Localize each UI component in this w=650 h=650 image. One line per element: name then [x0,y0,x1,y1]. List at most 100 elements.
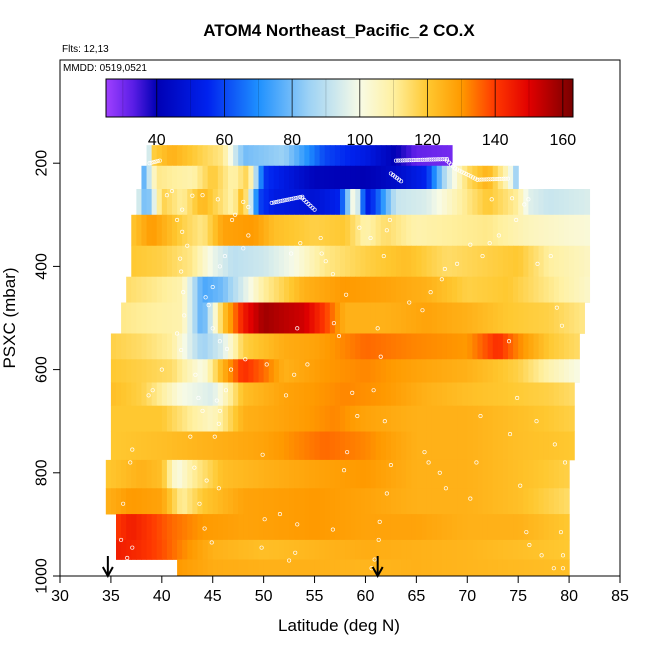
heatmap-cell [324,514,331,541]
heatmap-cell [431,333,438,360]
heatmap-cell [564,459,570,489]
heatmap-cell [436,189,443,216]
heatmap-cell [248,539,255,560]
heatmap-cell [426,459,433,489]
heatmap-cell [492,459,499,489]
sample-point [382,419,387,424]
x-tick-label: 55 [306,588,324,605]
heatmap-cell [177,214,183,247]
heatmap-cell [151,245,158,278]
sample-point [468,496,473,501]
heatmap-cell [345,459,351,489]
heatmap-cell [284,431,290,461]
track-sample [153,159,158,164]
heatmap-cell [523,405,529,432]
heatmap-cell [436,245,443,278]
heatmap-cell [553,431,560,461]
heatmap-cell [268,488,275,515]
heatmap-cell [340,276,346,303]
heatmap-cell [233,514,239,541]
sample-point [259,545,264,550]
colorbar-label: 140 [482,132,509,149]
heatmap-cell [457,514,463,541]
heatmap-cell [228,145,234,167]
heatmap-cell [436,359,443,383]
x-axis: 30 35 40 45 50 55 60 65 70 75 80 85 [51,575,629,605]
heatmap-cell [187,189,193,216]
heatmap-cell [355,145,361,167]
heatmap-cell [121,359,127,383]
sample-point [181,290,186,295]
heatmap-cell [416,459,423,489]
heatmap-cell [426,539,433,560]
heatmap-cell [396,245,402,278]
sample-point [179,347,184,353]
heatmap-cell [177,405,183,432]
heatmap-cell [294,214,300,247]
sample-point [455,261,460,266]
sample-point [387,217,392,223]
heatmap-cell [355,165,361,190]
heatmap-cell [172,459,178,489]
sample-point [478,413,483,419]
heatmap-cell [304,145,311,167]
heatmap-cell [396,189,402,216]
heatmap-cell [472,488,479,515]
heatmap-cell [543,189,550,216]
heatmap-cell [477,276,484,303]
heatmap-cell [538,214,545,247]
heatmap-cell [390,333,397,360]
heatmap-cell [324,382,331,407]
heatmap-cell [543,431,550,461]
heatmap-cell [136,302,143,334]
heatmap-cell [411,276,417,303]
heatmap-cell [487,459,494,489]
heatmap-cell [365,459,372,489]
heatmap-cell [345,189,351,216]
heatmap-cell [294,488,300,515]
heatmap-cell [222,514,229,541]
heatmap-cell [253,559,260,576]
sample-point [197,501,202,506]
sample-point [125,555,130,560]
track-sample [289,196,294,202]
heatmap-cell [238,145,244,167]
heatmap-cell [350,189,356,216]
heatmap-cell [329,145,336,167]
track-sample [492,177,497,182]
heatmap-cell [375,245,382,278]
heatmap-cell [345,276,351,303]
heatmap-cell [441,302,448,334]
heatmap-cell [446,189,453,216]
heatmap-cell [182,245,188,278]
heatmap-cell [467,405,473,432]
heatmap-cell [187,559,193,576]
heatmap-cell [228,333,234,360]
sample-point [560,553,566,558]
heatmap-cell [558,539,565,560]
x-tick-label: 45 [204,588,222,605]
heatmap-cell [182,302,188,334]
heatmap-cell [207,333,214,360]
heatmap-cell [360,145,367,167]
heatmap-cell [472,459,479,489]
heatmap-cell [294,245,300,278]
heatmap-cell [401,302,407,334]
heatmap-cell [446,165,453,190]
heatmap-cell [579,245,585,278]
heatmap-cell [538,488,545,515]
heatmap-cell [345,514,351,541]
heatmap-cell [217,559,224,576]
heatmap-cell [533,359,540,383]
sample-point [192,465,197,470]
heatmap-cell [370,382,377,407]
heatmap-cell [370,302,377,334]
heatmap-cell [217,165,224,190]
heatmap-cell [502,382,509,407]
heatmap-cell [258,302,265,334]
heatmap-cell [482,359,489,383]
heatmap-cell [248,276,255,303]
sample-point [179,269,184,274]
heatmap-cell [497,276,504,303]
heatmap-cell [166,405,173,432]
